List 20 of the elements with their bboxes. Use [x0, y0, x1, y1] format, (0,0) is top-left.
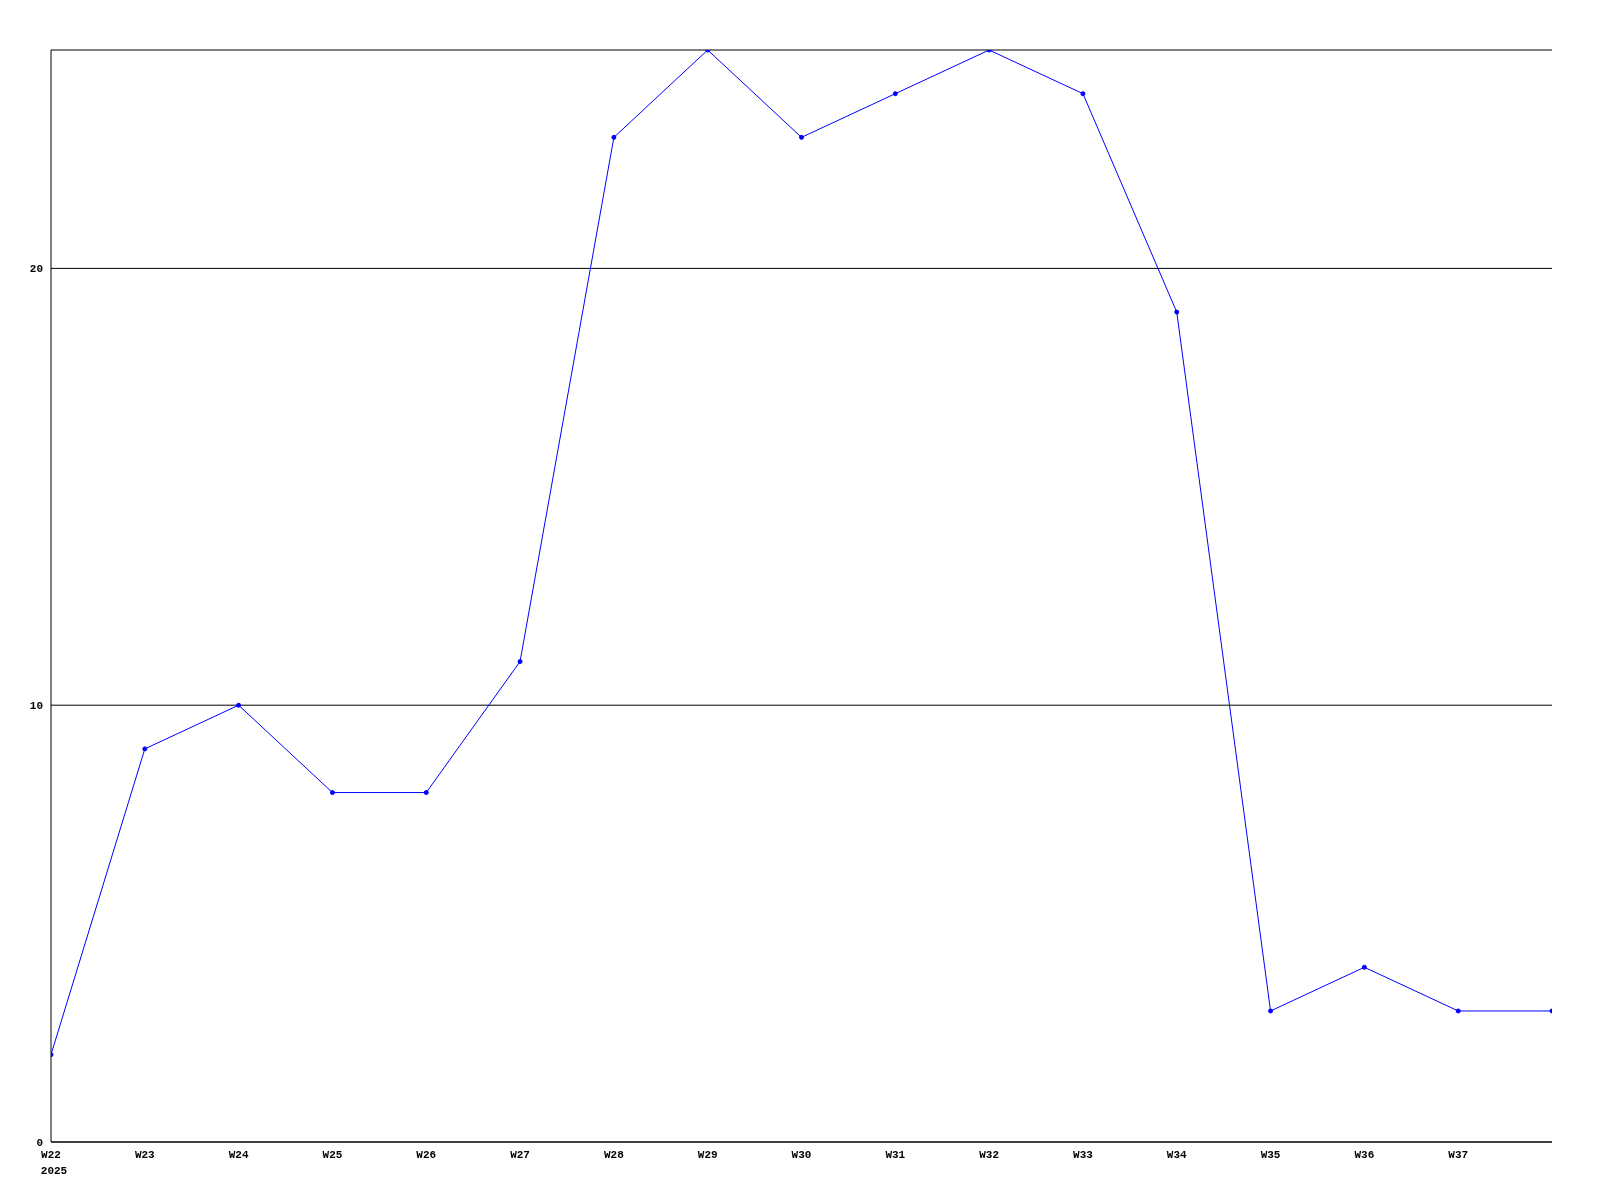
x-tick-label: W33: [1073, 1149, 1094, 1161]
x-tick-label: W30: [791, 1149, 812, 1161]
x-tick-label: W28: [603, 1149, 625, 1161]
x-tick-label: W31: [885, 1149, 906, 1161]
x-tick-label: W23: [134, 1149, 156, 1161]
text: 2025: [40, 1165, 68, 1177]
x-tick-label: W29: [697, 1149, 718, 1161]
x-tick-label: W35: [1260, 1149, 1281, 1161]
x-tick-label: W25: [322, 1149, 343, 1161]
y-tick-label: 10: [29, 700, 43, 713]
x-tick-label: W27: [510, 1149, 530, 1161]
x-tick-label: W26: [416, 1149, 437, 1161]
x-tick-label: W32: [979, 1149, 1000, 1161]
y-tick-label: 20: [29, 263, 43, 276]
x-tick-label: W37: [1448, 1149, 1469, 1161]
x-tick-label: W24: [228, 1149, 249, 1161]
x-tick-label: W22: [41, 1149, 61, 1161]
x-tick-label: W34: [1166, 1149, 1188, 1161]
y-tick-label: 0: [36, 1136, 43, 1149]
x-tick-label: W36: [1354, 1149, 1375, 1161]
